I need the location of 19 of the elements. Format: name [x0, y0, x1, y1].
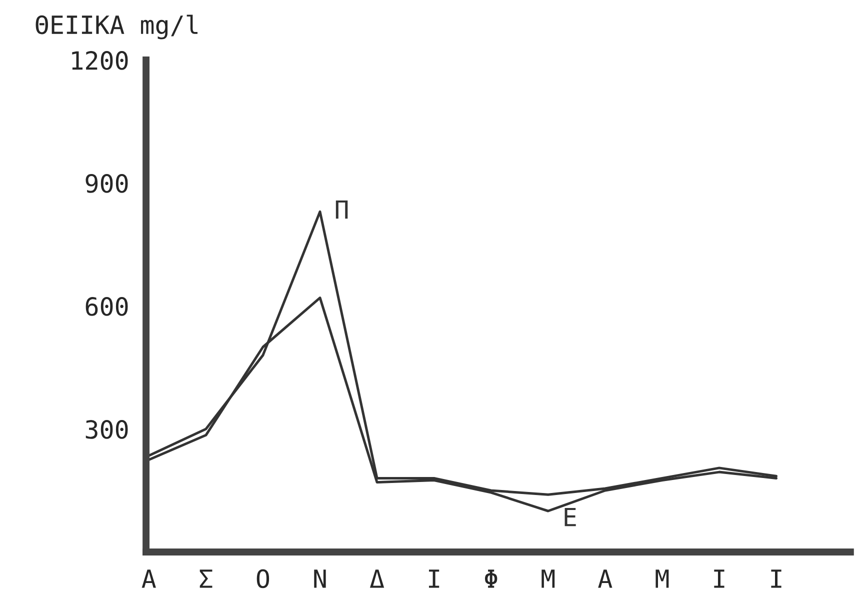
- y-axis-title: ΘΕΙΙΚΑ mg/l: [36, 14, 198, 40]
- x-tick-label: Σ: [200, 570, 212, 588]
- x-tick-label: Μ: [656, 570, 669, 588]
- y-tick-label: 900: [86, 174, 128, 193]
- x-tick-label: Δ: [370, 570, 384, 588]
- x-tick-label: Ν: [314, 570, 326, 588]
- x-tick-label: Ι: [428, 570, 440, 588]
- series-label: Π: [336, 200, 348, 219]
- x-tick-label: Ο: [256, 569, 270, 588]
- y-tick-label: 300: [86, 420, 128, 439]
- x-tick-label: Α: [142, 570, 156, 588]
- x-tick-label: Α: [598, 570, 612, 588]
- x-tick-label: Ι: [771, 570, 782, 588]
- x-tick-label: Ι: [714, 570, 724, 588]
- y-tick-label: 1200: [72, 51, 128, 70]
- x-tick-label: Μ: [542, 570, 555, 588]
- series-label: Ε: [564, 508, 576, 526]
- y-tick-label: 600: [86, 297, 128, 316]
- x-tick-label: Φ: [484, 570, 498, 588]
